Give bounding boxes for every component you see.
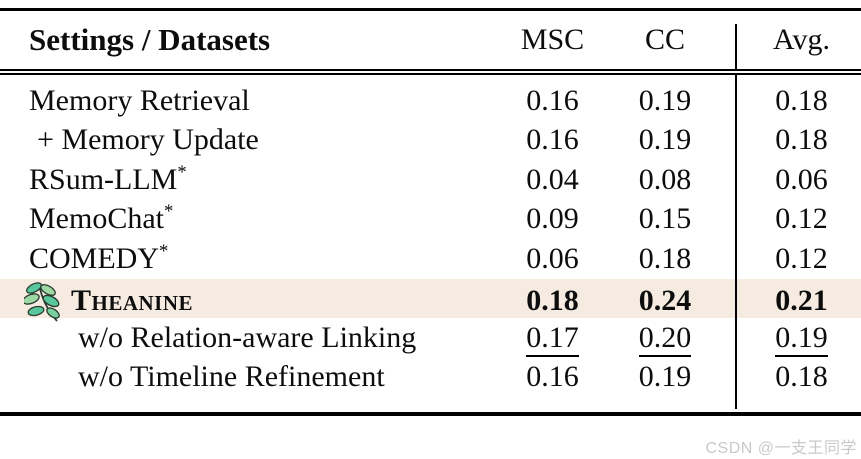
row-label: w/o Timeline Refinement [78,360,385,394]
header-col-cc: CC [644,23,686,56]
cell-avg-underlined: 0.19 [775,320,828,357]
cell-avg: 0.12 [775,241,828,275]
header-settings-datasets: Settings / Datasets [29,22,271,57]
csdn-watermark: CSDN @一支王同学 [705,440,857,457]
cell-avg: 0.18 [775,360,828,394]
cell-cc-underlined: 0.20 [638,320,692,357]
asterisk-marker: * [164,201,174,223]
cell-avg: 0.12 [775,202,828,236]
table-top-rule [0,8,861,11]
cell-msc: 0.16 [526,360,579,394]
cell-msc: 0.06 [526,241,579,275]
cell-cc: 0.18 [638,241,692,275]
cell-cc: 0.19 [638,123,692,157]
leaf-sprig-icon [24,281,60,322]
table-header-row: Settings / Datasets MSC CC Avg. [0,11,861,69]
row-label-theanine: Theanine [71,283,194,317]
header-col-msc: MSC [520,23,585,56]
cell-cc: 0.19 [638,83,692,117]
cell-cc: 0.15 [638,202,692,236]
column-divider-header-segment [735,24,737,69]
cell-avg: 0.21 [775,283,828,317]
cell-cc: 0.08 [638,162,692,196]
cell-msc: 0.18 [526,283,579,317]
column-divider-body-segment [735,75,737,409]
table-row-theanine-highlighted: Theanine 0.18 0.24 0.21 [0,278,861,322]
row-label: MemoChat [29,202,164,236]
header-col-avg: Avg. [773,23,830,56]
table-row-memory-retrieval: Memory Retrieval 0.16 0.19 0.18 [0,81,861,121]
cell-avg: 0.18 [775,123,828,157]
table-row-wo-timeline-refinement: w/o Timeline Refinement 0.16 0.19 0.18 [0,358,861,398]
cell-cc: 0.24 [638,283,692,317]
table-row-rsum-llm: RSum-LLM* 0.04 0.08 0.06 [0,160,861,200]
cell-avg: 0.06 [775,162,828,196]
cell-cc: 0.19 [638,360,692,394]
asterisk-marker: * [159,240,169,262]
row-label: Memory Retrieval [29,83,250,117]
cell-msc: 0.04 [526,162,579,196]
row-label: RSum-LLM [29,162,178,196]
cell-msc: 0.16 [526,123,579,157]
cell-msc-underlined: 0.17 [526,320,579,357]
row-label: COMEDY [29,241,160,275]
table-row-wo-relation-aware-linking: w/o Relation-aware Linking 0.17 0.20 0.1… [0,318,861,358]
cell-msc: 0.16 [526,83,579,117]
cell-msc: 0.09 [526,202,579,236]
table-row-memochat: MemoChat* 0.09 0.15 0.12 [0,200,861,240]
cell-avg: 0.18 [775,83,828,117]
asterisk-marker: * [177,161,187,183]
table-body: Memory Retrieval 0.16 0.19 0.18 + Memory… [0,75,861,397]
row-label: w/o Relation-aware Linking [78,320,417,354]
table-bottom-rule [0,412,861,416]
table-row-memory-update: + Memory Update 0.16 0.19 0.18 [0,121,861,161]
table-header-separator-double-rule [0,69,861,75]
table-row-comedy: COMEDY* 0.06 0.18 0.12 [0,239,861,279]
row-label: + Memory Update [37,123,259,157]
